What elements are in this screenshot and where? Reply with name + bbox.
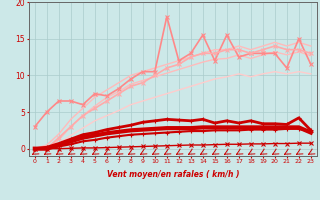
X-axis label: Vent moyen/en rafales ( km/h ): Vent moyen/en rafales ( km/h ): [107, 170, 239, 179]
